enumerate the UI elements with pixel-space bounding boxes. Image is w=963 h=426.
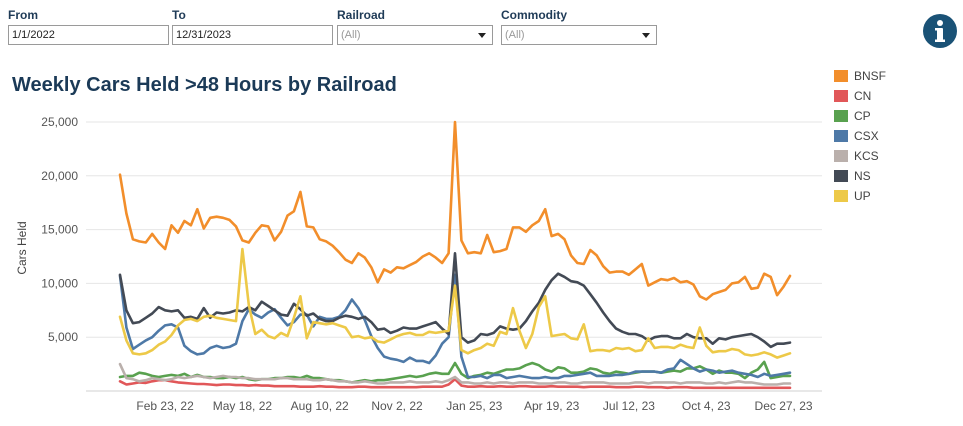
filter-commodity: Commodity (All) (501, 8, 657, 45)
y-tick-label: 5,000 (48, 330, 78, 344)
x-tick-label: May 18, 22 (213, 399, 273, 413)
filter-to-label: To (172, 8, 186, 22)
legend-label: KCS (854, 149, 879, 163)
from-date-input[interactable]: 1/1/2022 (8, 25, 169, 45)
x-tick-label: Jan 25, 23 (446, 399, 502, 413)
series-line-csx[interactable] (118, 273, 792, 380)
series-line-bnsf[interactable] (118, 120, 792, 301)
series-line-up[interactable] (118, 247, 792, 359)
x-tick-label: Aug 10, 22 (291, 399, 349, 413)
to-date-input[interactable]: 12/31/2023 (172, 25, 333, 45)
legend-label: CSX (854, 129, 879, 143)
legend-swatch (834, 190, 848, 202)
series-line-ns[interactable] (118, 252, 792, 349)
x-tick-label: Jul 12, 23 (603, 399, 655, 413)
x-tick-label: Nov 2, 22 (371, 399, 423, 413)
legend-label: UP (854, 189, 871, 203)
legend-item-bnsf[interactable]: BNSF (834, 66, 886, 86)
railroad-select-value: (All) (341, 29, 361, 41)
legend-swatch (834, 90, 848, 102)
legend-label: CP (854, 109, 871, 123)
x-tick-label: Dec 27, 23 (755, 399, 813, 413)
x-tick-label: Apr 19, 23 (524, 399, 580, 413)
y-tick-label: 15,000 (41, 223, 78, 237)
y-tick-label: 25,000 (41, 115, 78, 129)
y-axis-label: Cars Held (15, 221, 29, 274)
legend-label: BNSF (854, 69, 887, 83)
chevron-down-icon (478, 33, 486, 38)
series-line-kcs[interactable] (118, 362, 792, 386)
chevron-down-icon (642, 33, 650, 38)
x-tick-label: Oct 4, 23 (682, 399, 731, 413)
legend-item-cp[interactable]: CP (834, 106, 886, 126)
legend-swatch (834, 150, 848, 162)
commodity-select-value: (All) (505, 29, 525, 41)
railroad-select[interactable]: (All) (337, 25, 493, 45)
legend-swatch (834, 170, 848, 182)
chart-legend: BNSF CN CP CSX KCS NS UP (834, 66, 886, 206)
legend-swatch (834, 130, 848, 142)
x-tick-label: Feb 23, 22 (136, 399, 194, 413)
legend-item-cn[interactable]: CN (834, 86, 886, 106)
chart-series (118, 120, 792, 390)
legend-swatch (834, 70, 848, 82)
chart-axes: 5,000 10,000 15,000 20,000 25,000 Feb 23, 22 M… (41, 115, 813, 413)
legend-item-up[interactable]: UP (834, 186, 886, 206)
legend-item-csx[interactable]: CSX (834, 126, 886, 146)
legend-label: CN (854, 89, 872, 103)
filter-to: To 12/31/2023 (172, 8, 333, 45)
series-line-cn[interactable] (118, 377, 792, 390)
legend-swatch (834, 110, 848, 122)
legend-label: NS (854, 169, 871, 183)
info-icon[interactable] (922, 13, 958, 49)
y-tick-label: 10,000 (41, 276, 78, 290)
commodity-select[interactable]: (All) (501, 25, 657, 45)
filter-from-label: From (8, 8, 38, 22)
legend-item-kcs[interactable]: KCS (834, 146, 886, 166)
chart-title: Weekly Cars Held >48 Hours by Railroad (12, 74, 397, 96)
filter-railroad-label: Railroad (337, 8, 386, 22)
filter-commodity-label: Commodity (501, 8, 567, 22)
filter-railroad: Railroad (All) (337, 8, 493, 45)
filter-from: From 1/1/2022 (8, 8, 169, 45)
y-tick-label: 20,000 (41, 169, 78, 183)
legend-item-ns[interactable]: NS (834, 166, 886, 186)
